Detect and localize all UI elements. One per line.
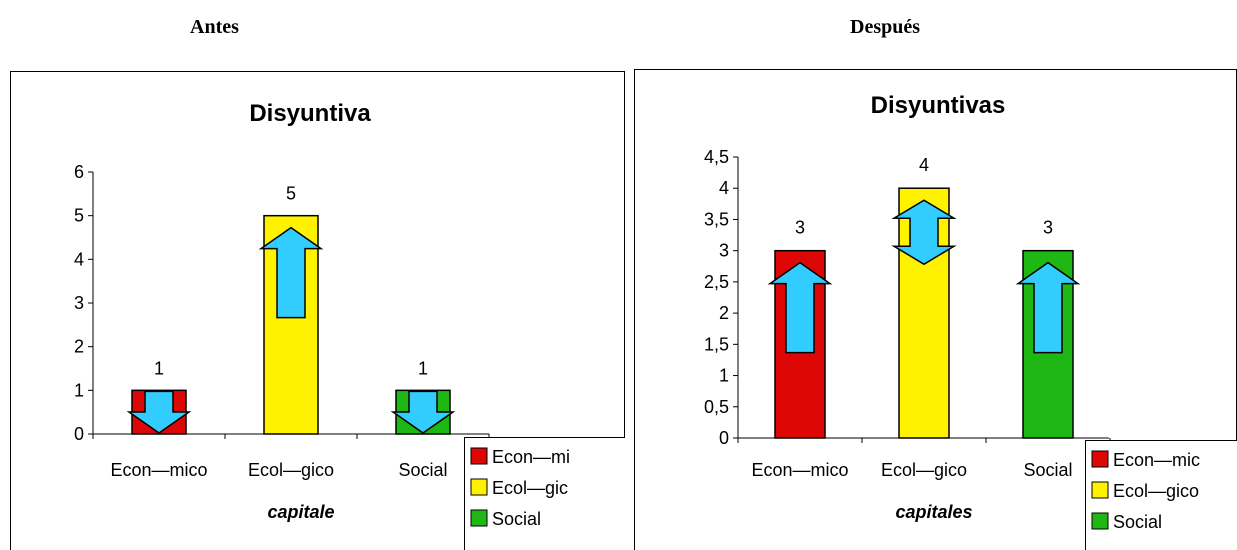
legend-swatch [470,478,488,496]
data-label: 1 [154,358,164,378]
category-label: Econ—mico [110,460,207,480]
data-label: 4 [919,155,929,175]
data-label: 5 [286,184,296,204]
legend-swatch [1091,450,1109,468]
legend-swatch [470,447,488,465]
y-tick-label: 6 [74,162,84,182]
y-tick-label: 2 [719,303,729,323]
legend-label: Ecol—gico [1113,481,1199,501]
change-arrow [126,390,192,434]
category-label: Ecol—gico [881,460,967,480]
legend-label: Econ—mi [492,447,570,467]
y-tick-label: 0,5 [704,397,729,417]
y-tick-label: 1 [74,380,84,400]
y-tick-label: 2,5 [704,272,729,292]
legend-label: Social [492,509,541,529]
y-tick-label: 0 [719,428,729,448]
y-tick-label: 4 [74,249,84,269]
y-tick-label: 5 [74,206,84,226]
legend-label: Econ—mic [1113,450,1200,470]
chart-after: Disyuntivas 0 0,5 1 1,5 2 2,5 3 3,5 4 4,5 3 Econ—mic… [634,69,1237,550]
legend-label: Ecol—gic [492,478,568,498]
change-arrow [891,199,957,266]
legend-box [1085,440,1237,550]
legend-swatch [1091,481,1109,499]
category-label: Econ—mico [751,460,848,480]
y-tick-label: 4,5 [704,147,729,167]
category-label: Social [1023,460,1072,480]
legend-label: Social [1113,512,1162,532]
chart-title: Disyuntivas [871,92,1006,119]
heading-after: Después [850,16,921,38]
y-tick-label: 4 [719,178,729,198]
y-tick-label: 3 [719,241,729,261]
x-axis-label: capitales [895,502,972,522]
x-axis-label: capitale [267,502,334,522]
chart-before: Disyuntiva 0 1 2 3 4 5 6 1 Econ—mico 5 Ecol—gico 1 So… [10,71,625,550]
y-tick-label: 0 [74,424,84,444]
y-tick-label: 3,5 [704,209,729,229]
data-label: 3 [1043,218,1053,238]
legend-swatch [1091,512,1109,530]
legend-box [464,437,625,550]
change-arrow [1015,261,1081,354]
change-arrow [390,390,456,434]
y-tick-label: 1 [719,366,729,386]
category-label: Social [398,460,447,480]
category-label: Ecol—gico [248,460,334,480]
heading-before: Antes [190,16,239,38]
y-tick-label: 3 [74,293,84,313]
chart-title: Disyuntiva [249,100,371,127]
y-tick-label: 1,5 [704,334,729,354]
change-arrow [767,261,833,354]
change-arrow [258,226,324,319]
data-label: 1 [418,358,428,378]
data-label: 3 [795,218,805,238]
legend-swatch [470,509,488,527]
y-tick-label: 2 [74,337,84,357]
